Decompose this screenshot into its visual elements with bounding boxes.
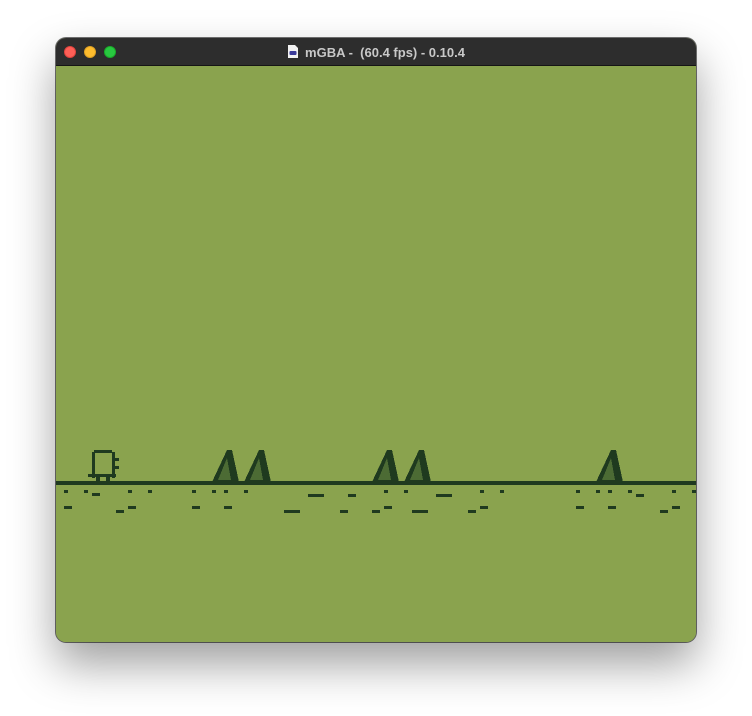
ground-texture	[64, 490, 696, 513]
document-icon	[288, 45, 299, 58]
spike-icon	[596, 450, 623, 482]
window-title: mGBA - (60.4 fps) - 0.10.4	[305, 44, 465, 60]
dino-icon	[88, 450, 119, 482]
game-canvas	[56, 450, 696, 513]
maximize-button[interactable]	[104, 46, 116, 58]
spike-icon	[372, 450, 399, 482]
window-title-group: mGBA - (60.4 fps) - 0.10.4	[56, 38, 696, 66]
spike-icon	[244, 450, 271, 482]
title-bar[interactable]: mGBA - (60.4 fps) - 0.10.4	[56, 38, 696, 66]
ground-line	[56, 481, 696, 485]
spike-icon	[212, 450, 239, 482]
game-screen[interactable]	[56, 66, 696, 642]
spike-icon	[404, 450, 431, 482]
app-window: mGBA - (60.4 fps) - 0.10.4	[56, 38, 696, 642]
close-button[interactable]	[64, 46, 76, 58]
minimize-button[interactable]	[84, 46, 96, 58]
